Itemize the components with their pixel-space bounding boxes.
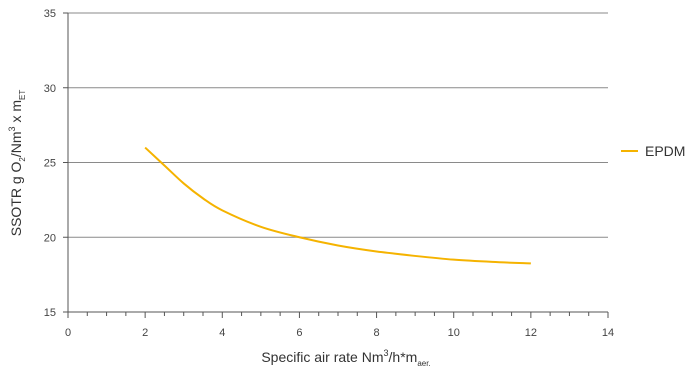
x-tick-label-0: 0 xyxy=(65,327,71,339)
y-tick-label-20: 20 xyxy=(44,232,56,244)
y-tick-label-25: 25 xyxy=(44,158,56,170)
legend-label-epdm: EPDM xyxy=(645,143,685,159)
x-tick-label-8: 8 xyxy=(374,327,380,339)
y-tick-label-35: 35 xyxy=(44,8,56,20)
x-tick-label-6: 6 xyxy=(296,327,302,339)
series-line-epdm xyxy=(144,146,531,265)
grid-layer xyxy=(68,12,608,238)
x-tick-label-4: 4 xyxy=(219,327,225,339)
x-tick-label-2: 2 xyxy=(142,327,148,339)
y-tick-label-30: 30 xyxy=(44,83,56,95)
ticks-layer: 15 20 25 30 35 0 2 4 6 8 10 12 14 xyxy=(44,8,614,339)
x-tick-label-14: 14 xyxy=(602,327,614,339)
legend: EPDM xyxy=(621,143,685,159)
y-axis-title: SSOTR g O2/Nm3 x mET xyxy=(7,90,27,237)
y-tick-label-15: 15 xyxy=(44,307,56,319)
x-tick-label-10: 10 xyxy=(448,327,460,339)
series-layer xyxy=(144,146,531,265)
x-axis-title: Specific air rate Nm3/h*maer. xyxy=(261,348,430,368)
x-tick-label-12: 12 xyxy=(525,327,537,339)
